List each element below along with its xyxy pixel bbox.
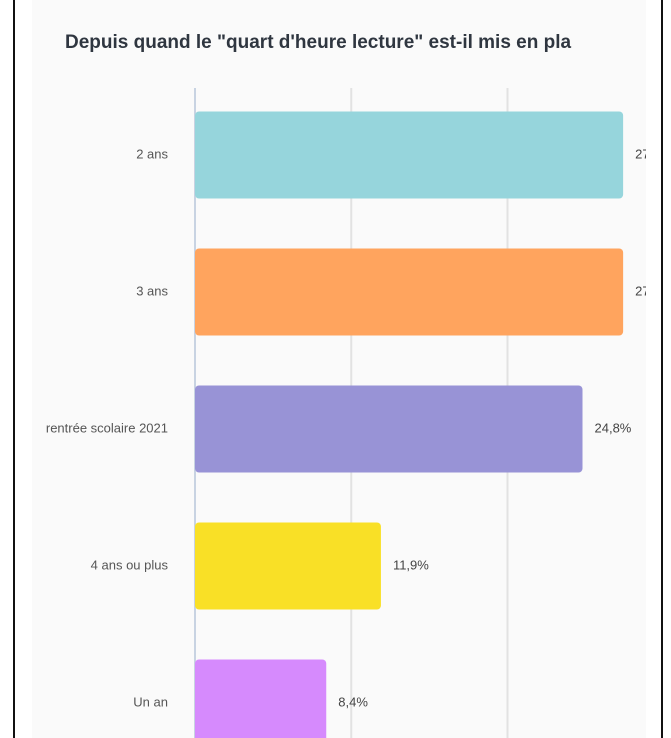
value-label: 11,9% <box>393 557 429 572</box>
value-label: 24,8% <box>595 420 632 435</box>
plot-area: Depuis quand le "quart d'heure lecture" … <box>32 0 671 738</box>
value-label: 27,4% <box>635 283 671 298</box>
category-label: 4 ans ou plus <box>91 557 169 572</box>
value-label: 8,4% <box>338 694 368 709</box>
bar <box>195 248 624 336</box>
background <box>32 0 646 738</box>
bar <box>195 385 583 473</box>
bar <box>195 659 327 738</box>
category-label: 2 ans <box>136 146 168 161</box>
category-label: rentrée scolaire 2021 <box>46 420 168 435</box>
bar <box>195 522 381 610</box>
category-label: Un an <box>133 694 168 709</box>
bar <box>195 111 624 199</box>
value-label: 27,4% <box>635 146 671 161</box>
category-label: 3 ans <box>136 283 168 298</box>
chart-title: Depuis quand le "quart d'heure lecture" … <box>65 32 572 53</box>
